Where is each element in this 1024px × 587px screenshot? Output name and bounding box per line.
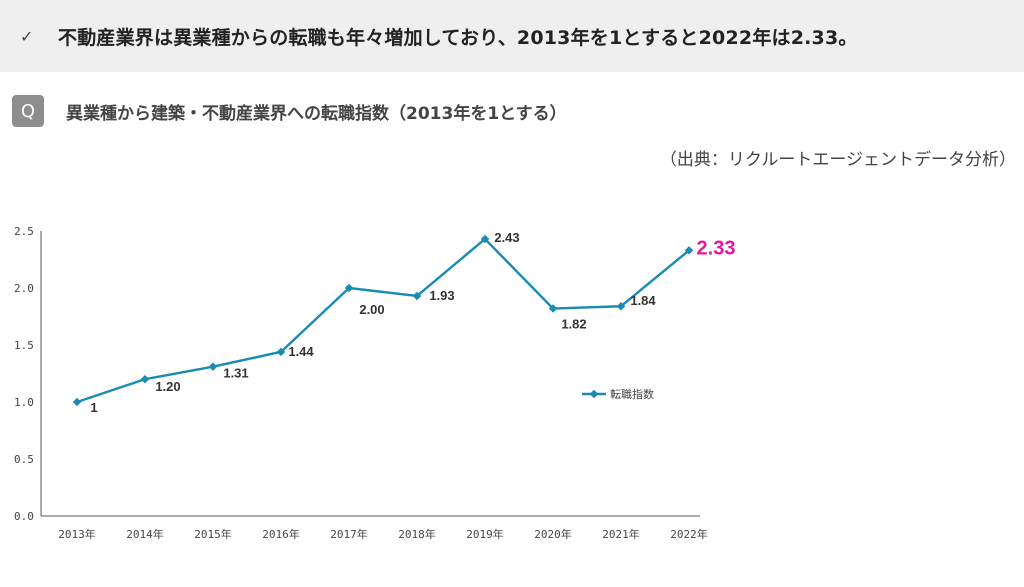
y-tick-label: 1.5 bbox=[14, 339, 34, 352]
data-label: 1.44 bbox=[288, 344, 314, 359]
x-tick-label: 2021年 bbox=[602, 527, 640, 541]
data-label: 1.20 bbox=[155, 379, 180, 394]
data-label: 1.93 bbox=[429, 288, 454, 303]
y-tick-label: 2.0 bbox=[14, 282, 34, 295]
data-point bbox=[72, 397, 82, 407]
question-text: 異業種から建築・不動産業界への転職指数（2013年を1とする） bbox=[66, 103, 567, 124]
y-tick-label: 1.0 bbox=[14, 396, 34, 409]
x-tick-label: 2013年 bbox=[58, 527, 96, 541]
data-label-highlight: 2.33 bbox=[697, 237, 736, 259]
data-label: 2.43 bbox=[494, 230, 519, 245]
data-label: 1.31 bbox=[223, 366, 248, 381]
data-label: 1.84 bbox=[630, 293, 656, 308]
x-tick-label: 2019年 bbox=[466, 527, 504, 541]
chart-axes bbox=[40, 231, 700, 517]
x-tick-label: 2022年 bbox=[670, 527, 708, 541]
data-point bbox=[208, 362, 218, 371]
data-point bbox=[412, 291, 422, 301]
y-tick-label: 2.5 bbox=[14, 225, 34, 238]
legend: 転職指数 bbox=[582, 387, 654, 401]
series-line bbox=[76, 237, 690, 404]
check-icon: ✓ bbox=[20, 26, 34, 46]
summary-text: 不動産業界は異業種からの転職も年々増加しており、2013年を1とすると2022年… bbox=[58, 26, 858, 49]
series-group bbox=[72, 234, 694, 407]
summary-banner: ✓ 不動産業界は異業種からの転職も年々増加しており、2013年を1とすると202… bbox=[0, 0, 1024, 72]
data-point bbox=[616, 301, 626, 311]
y-tick-label: 0.5 bbox=[14, 453, 34, 466]
legend-label: 転職指数 bbox=[610, 387, 654, 401]
y-tick-label: 0.0 bbox=[14, 510, 34, 523]
x-axis-ticks: 2013年 2014年 2015年 2016年 2017年 2018年 2019年 2020年… bbox=[58, 527, 708, 541]
data-label: 1.82 bbox=[561, 317, 586, 332]
data-point bbox=[344, 283, 354, 293]
source-note: （出典：リクルートエージェントデータ分析） bbox=[659, 150, 1016, 170]
data-label: 2.00 bbox=[359, 302, 384, 317]
x-tick-label: 2018年 bbox=[398, 527, 436, 541]
legend-swatch-marker bbox=[589, 389, 599, 399]
data-point bbox=[276, 347, 286, 357]
data-point bbox=[140, 374, 150, 384]
x-tick-label: 2017年 bbox=[330, 527, 368, 541]
x-tick-label: 2020年 bbox=[534, 527, 572, 541]
data-point bbox=[548, 304, 558, 313]
data-label: 1 bbox=[90, 400, 97, 415]
y-axis-ticks: 0.0 0.5 1.0 1.5 2.0 2.5 bbox=[14, 225, 34, 523]
x-tick-label: 2016年 bbox=[262, 527, 300, 541]
x-tick-label: 2015年 bbox=[194, 527, 232, 541]
question-heading: Q 異業種から建築・不動産業界への転職指数（2013年を1とする） bbox=[12, 95, 567, 127]
x-tick-label: 2014年 bbox=[126, 527, 164, 541]
data-point bbox=[480, 234, 490, 244]
data-labels: 1 1.20 1.31 1.44 2.00 1.93 2.43 1.82 1.84 2.33 bbox=[90, 230, 735, 415]
question-badge-icon: Q bbox=[12, 95, 44, 127]
